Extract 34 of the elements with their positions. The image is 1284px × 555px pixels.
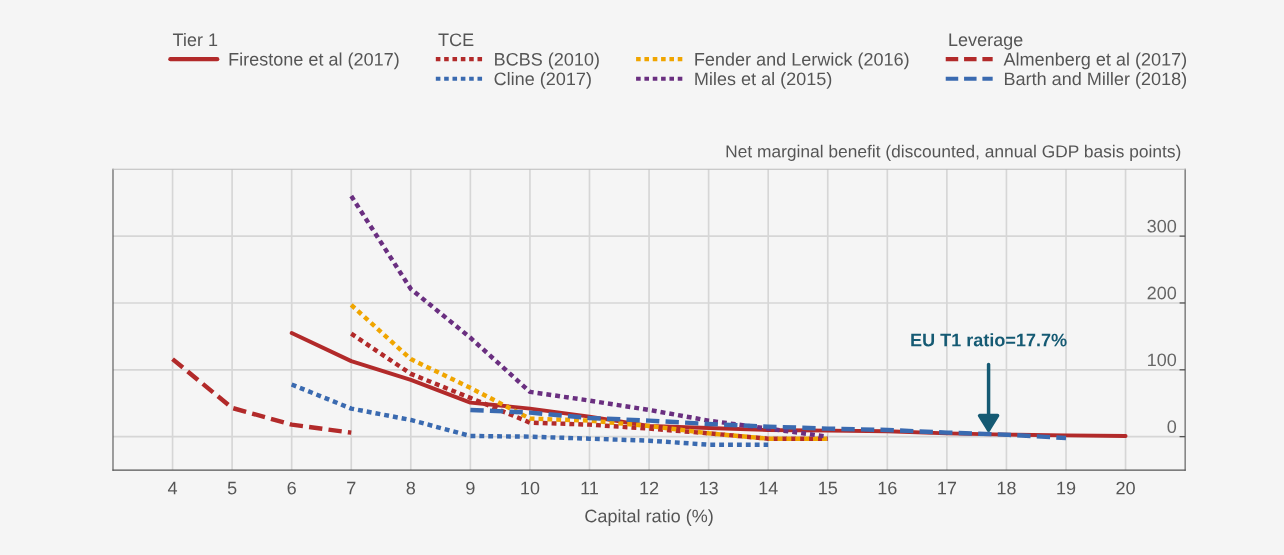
legend-label: Barth and Miller (2018)	[1004, 71, 1187, 89]
x-tick-label: 7	[347, 481, 356, 495]
legend-label: Cline (2017)	[494, 71, 591, 89]
x-tick-label: 12	[640, 481, 659, 495]
x-tick-label: 9	[466, 481, 475, 495]
legend-label: BCBS (2010)	[495, 52, 599, 70]
x-tick-label: 20	[1116, 481, 1135, 495]
x-tick-label: 18	[997, 481, 1016, 495]
x-tick-label: 11	[581, 481, 598, 495]
x-tick-label: 16	[878, 481, 897, 495]
legend-label: Miles et al (2015)	[695, 71, 832, 89]
text: Tier 1	[172, 32, 218, 47]
x-tick-label: 17	[938, 481, 957, 495]
annotation: EU T1 ratio=17.7%	[911, 333, 1067, 347]
x-axis-title: Capital ratio (%)	[585, 509, 713, 526]
x-tick-label: 8	[406, 481, 416, 495]
y-tick-label: 100	[1148, 353, 1177, 367]
y-tick-label: 300	[1147, 219, 1177, 233]
text: TCE	[438, 33, 474, 47]
legend-label: Firestone et al (2017)	[229, 52, 399, 70]
y-tick-label: 200	[1147, 286, 1177, 300]
x-tick-label: 4	[167, 481, 178, 495]
x-tick-label: 5	[227, 481, 237, 495]
x-tick-label: 15	[819, 481, 838, 495]
x-tick-label: 10	[521, 481, 540, 495]
legend-label: Fender and Lerwick (2016)	[695, 52, 909, 70]
text: Leverage	[949, 33, 1023, 50]
y-tick-label: 0	[1167, 420, 1177, 434]
x-tick-label: 13	[699, 481, 718, 495]
x-tick-label: 14	[759, 481, 778, 495]
x-tick-label: 19	[1057, 481, 1076, 495]
x-tick-label: 6	[287, 481, 296, 495]
y-axis-title: Net marginal benefit (discounted, annual GDP basis points)	[726, 144, 1181, 161]
legend-label: Almenberg et al (2017)	[1003, 52, 1187, 70]
